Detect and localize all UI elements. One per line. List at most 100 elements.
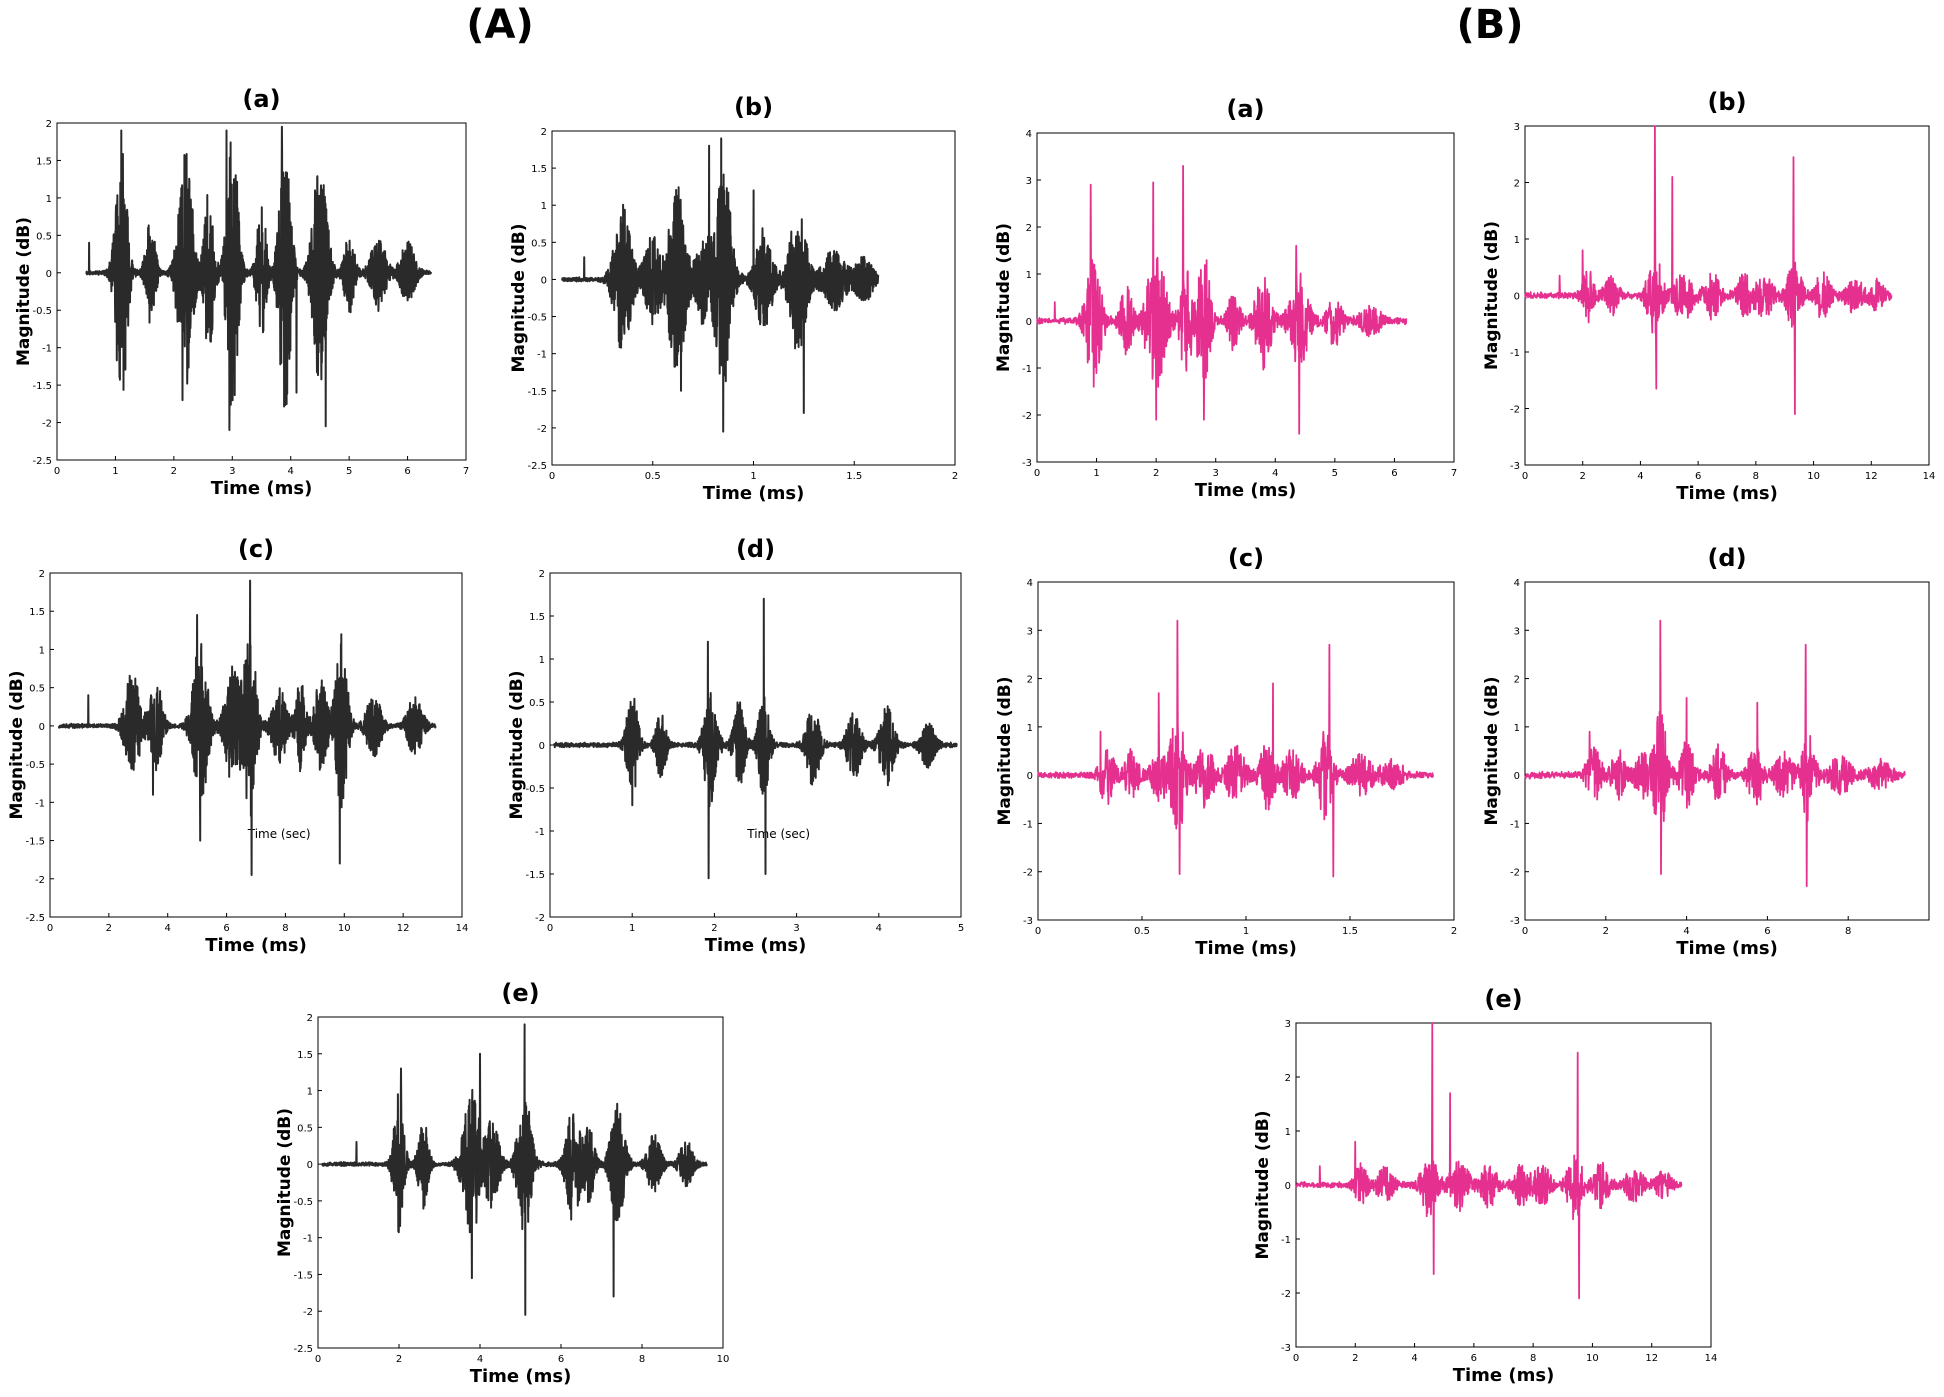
y-tick-label: 1.5 [29,607,45,618]
waveform-series [553,597,958,880]
y-tick-label: 1 [541,201,547,212]
y-tick-label: 0 [1514,771,1520,782]
y-tick-label: 0 [1027,771,1033,782]
x-tick-label: 5 [346,466,352,477]
y-tick-label: -2.5 [293,1344,313,1355]
y-tick-label: 4 [1026,129,1032,140]
x-tick-label: 14 [1923,471,1936,482]
waveform-series [1295,1022,1683,1300]
waveform-series [1036,165,1408,435]
y-tick-label: -0.5 [32,306,52,317]
chart-B-c: 0 0.5 1 1.5 2 -3 -2 -1 0 1 2 3 4 (c) Time (ms) Magnitud… [995,544,1457,959]
y-tick-label: -0.5 [527,313,547,324]
x-tick-label: 12 [397,923,410,934]
y-tick-label: 1 [1514,723,1520,734]
y-tick-label: -3 [1510,461,1520,472]
plot-frame [1036,132,1455,463]
chart-B-a: 0 1 2 3 4 5 6 7 -3 -2 -1 0 1 2 3 4 (a) Time (ms) Magnitude… [994,95,1457,501]
y-tick-label: 1.5 [297,1050,313,1061]
chart-title: (d) [736,535,775,563]
x-tick-label: 6 [1764,926,1770,937]
x-tick-label: 2 [1352,1353,1358,1364]
x-tick-label: 14 [456,923,469,934]
x-tick-label: 1 [1243,926,1249,937]
y-tick-label: -3 [1510,916,1520,927]
x-tick-label: 4 [288,466,294,477]
x-tick-label: 4 [1411,1353,1417,1364]
x-tick-label: 8 [639,1354,645,1365]
x-tick-label: 4 [1272,468,1278,479]
x-tick-label: 7 [1451,468,1457,479]
x-axis-label: Time (ms) [705,935,807,956]
chart-title: (b) [1707,88,1746,116]
y-tick-label: 1 [1514,235,1520,246]
y-tick-label: -1.5 [32,381,52,392]
y-tick-label: 2 [39,569,45,580]
y-tick-label: -1.5 [527,387,547,398]
chart-A-c: 0 2 4 6 8 10 12 14 -2.5 -2 -1.5 -1 -0.5 0 0.5 1 1.5 2 (c) T… [7,535,468,956]
x-tick-label: 3 [793,923,799,934]
y-tick-label: -2 [1023,868,1033,879]
y-tick-label: -2 [303,1307,313,1318]
x-tick-label: 1 [1093,468,1099,479]
x-axis-label: Time (ms) [1676,938,1778,959]
y-tick-label: 4 [1514,578,1520,589]
y-tick-label: -0.5 [525,784,545,795]
inline-annotation: Time (sec) [247,827,311,841]
y-tick-label: 1 [1026,270,1032,281]
x-tick-label: 0 [54,466,60,477]
y-axis-label: Magnitude (dB) [7,671,27,820]
x-tick-label: 3 [229,466,235,477]
x-tick-label: 4 [477,1354,483,1365]
x-axis-label: Time (ms) [703,483,805,504]
y-tick-label: 3 [1026,176,1032,187]
x-tick-label: 4 [1683,926,1689,937]
x-tick-label: 0.5 [645,471,661,482]
y-tick-label: 3 [1027,626,1033,637]
x-tick-label: 6 [1471,1353,1477,1364]
x-tick-label: 1 [629,923,635,934]
y-tick-label: 3 [1285,1019,1291,1030]
y-tick-label: -3 [1281,1343,1291,1354]
y-tick-label: 1 [1027,723,1033,734]
y-tick-label: -1.5 [25,837,45,848]
y-tick-label: 1.5 [36,156,52,167]
chart-B-d: 0 2 4 6 8 -3 -2 -1 0 1 2 3 4 (d) Time (ms) Magnitude (d… [1482,544,1930,959]
y-tick-label: 1 [1285,1127,1291,1138]
y-tick-label: -1 [535,827,545,838]
y-tick-label: 2 [1027,675,1033,686]
y-tick-label: -1 [303,1234,313,1245]
x-tick-label: 10 [338,923,351,934]
y-tick-label: 0 [1514,292,1520,303]
y-tick-label: 1.5 [529,612,545,623]
x-axis-label: Time (ms) [211,478,313,499]
x-axis-label: Time (ms) [1195,938,1297,959]
chart-title: (e) [1484,985,1522,1013]
x-tick-label: 2 [1580,471,1586,482]
x-axis-label: Time (ms) [1453,1365,1555,1386]
y-tick-label: -0.5 [293,1197,313,1208]
y-tick-label: -0.5 [25,760,45,771]
y-tick-label: -1 [35,798,45,809]
y-axis-label: Magnitude (dB) [1253,1111,1273,1260]
y-axis-label: Magnitude (dB) [995,677,1015,826]
waveform-series [1524,619,1906,888]
y-tick-label: 0 [39,722,45,733]
x-tick-label: 8 [282,923,288,934]
y-axis-label: Magnitude (dB) [994,223,1014,372]
x-tick-label: 1 [112,466,118,477]
x-tick-label: 0 [1522,926,1528,937]
x-tick-label: 4 [1637,471,1643,482]
waveform-series [1037,619,1435,878]
y-tick-label: 0 [1285,1181,1291,1192]
x-tick-label: 5 [1332,468,1338,479]
y-axis-label: Magnitude (dB) [1482,221,1502,370]
y-tick-label: 0.5 [531,238,547,249]
x-tick-label: 1.5 [846,471,862,482]
y-axis-label: Magnitude (dB) [507,671,527,820]
y-tick-label: -2 [535,913,545,924]
waveform-series [57,579,437,876]
y-tick-label: 2 [1026,223,1032,234]
x-tick-label: 0 [549,471,555,482]
